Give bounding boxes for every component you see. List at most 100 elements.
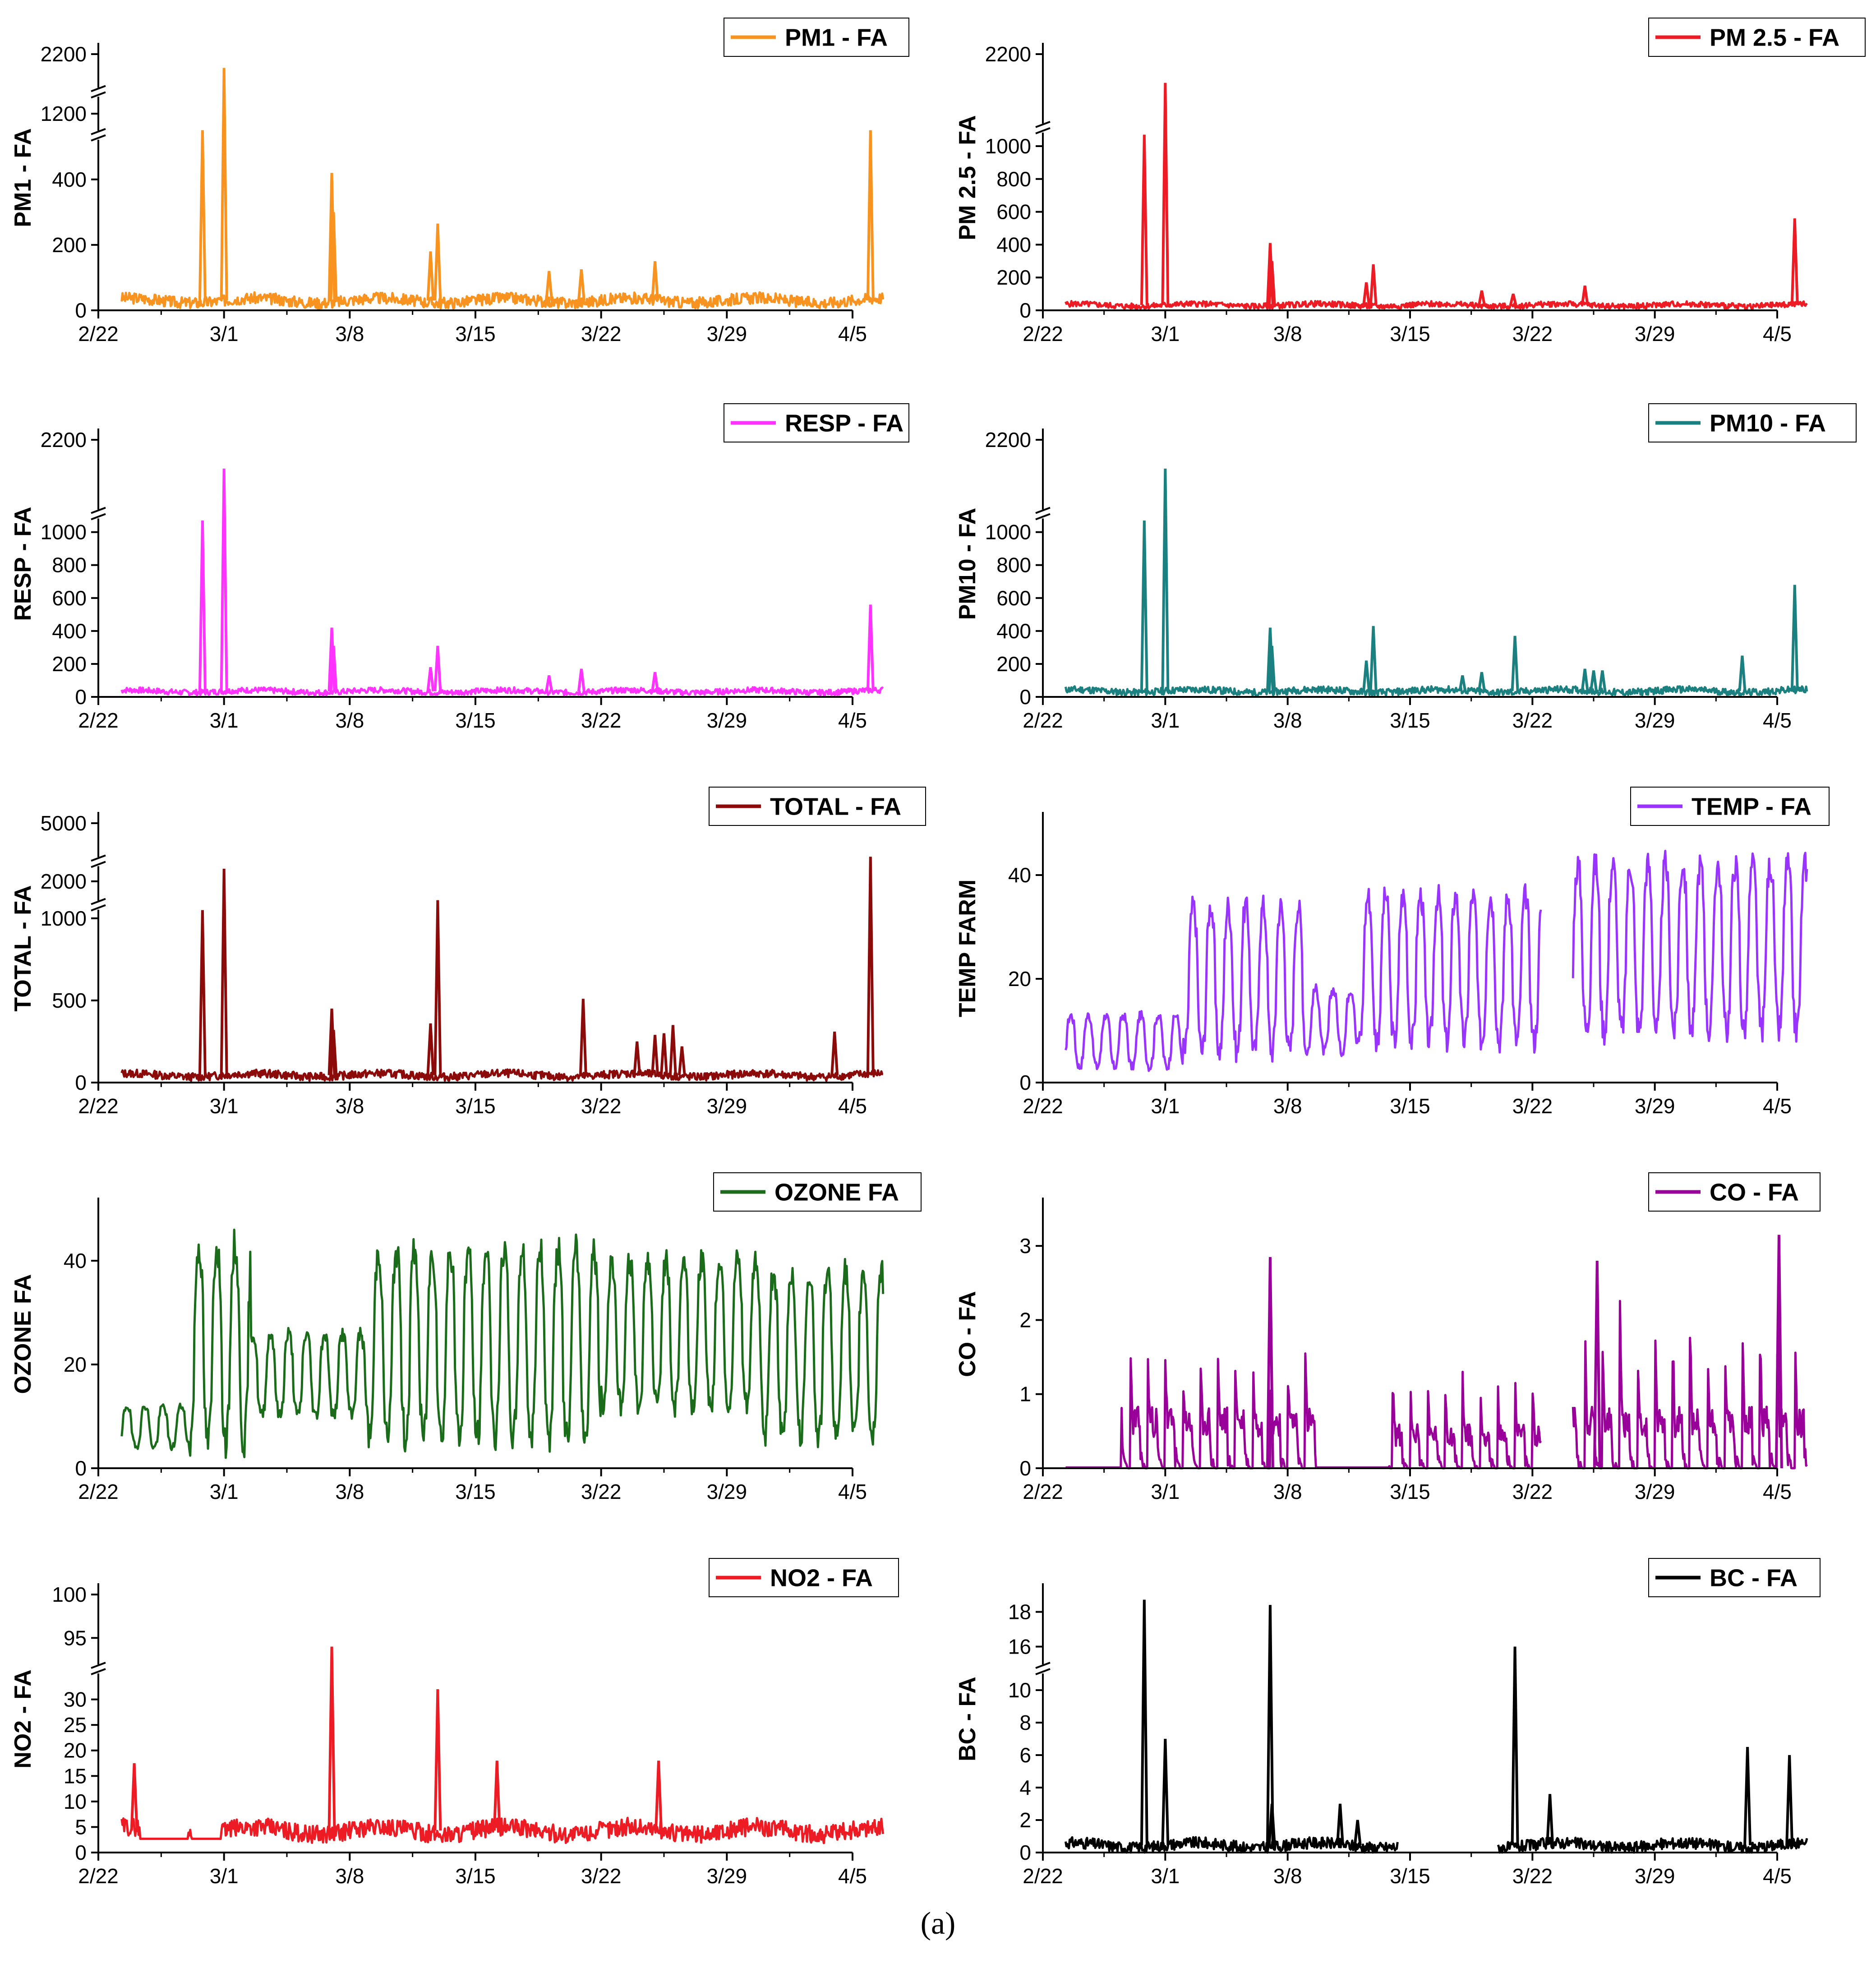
y-axis-title-temp: TEMP FARM: [954, 880, 981, 1017]
x-tick-label-no2-2: 3/8: [335, 1864, 364, 1888]
peak-pm25-0: [1140, 134, 1148, 305]
x-tick-label-total-3: 3/15: [455, 1094, 496, 1118]
y-axis-title-pm1: PM1 - FA: [10, 128, 36, 227]
y-tick-label-no2-5: 25: [64, 1713, 87, 1737]
peak-bc-0: [1140, 1599, 1148, 1845]
legend-label-total: TOTAL - FA: [770, 793, 901, 820]
axis-break-pm25-0a: [1035, 121, 1051, 128]
y-tick-label-resp-2: 400: [52, 619, 87, 643]
y-tick-label-co-3: 3: [1019, 1234, 1031, 1258]
y-axis-title-bc: BC - FA: [954, 1677, 981, 1761]
y-tick-label-no2-6: 30: [64, 1688, 87, 1711]
peak-no2-1: [327, 1646, 336, 1831]
figure-caption: (a): [920, 1906, 956, 1941]
y-tick-label-ozone-1: 20: [64, 1353, 87, 1376]
legend-label-pm1: PM1 - FA: [785, 24, 888, 51]
x-tick-label-ozone-4: 3/22: [581, 1480, 622, 1503]
peak-pm10-4: [1362, 660, 1371, 691]
x-tick-label-total-0: 2/22: [78, 1094, 119, 1118]
x-tick-label-pm25-3: 3/15: [1390, 322, 1430, 346]
y-tick-label-pm25-2: 400: [996, 233, 1031, 256]
chart-co: 2/22 3/1 3/8 3/15 3/22 3/29 4/5 0 1 2 3 CO - FA CO -…: [954, 1172, 1821, 1503]
peak-pm10-12: [1738, 655, 1747, 691]
peak-resp-9: [866, 604, 875, 691]
peak-total-8: [651, 1035, 659, 1075]
x-tick-label-temp-1: 3/1: [1151, 1094, 1180, 1118]
x-tick-label-pm25-5: 3/29: [1635, 322, 1675, 346]
axis-break-total-1a: [91, 854, 106, 862]
y-tick-label-bc-6: 16: [1008, 1635, 1031, 1659]
x-tick-label-pm10-2: 3/8: [1273, 709, 1302, 732]
peak-pm1-2: [327, 173, 336, 301]
x-tick-label-bc-4: 3/22: [1512, 1864, 1553, 1888]
x-tick-label-no2-4: 3/22: [581, 1864, 622, 1888]
peak-resp-4: [426, 667, 435, 691]
x-tick-label-ozone-1: 3/1: [210, 1480, 239, 1503]
y-tick-label-pm25-3: 600: [996, 200, 1031, 224]
x-tick-label-temp-4: 3/22: [1512, 1094, 1553, 1118]
peak-co-1: [1775, 1235, 1783, 1469]
peak-pm1-1: [220, 68, 228, 301]
y-tick-label-total-1: 500: [52, 989, 87, 1012]
x-tick-label-bc-1: 3/1: [1151, 1864, 1180, 1888]
x-tick-label-pm10-3: 3/15: [1390, 709, 1430, 732]
y-tick-label-co-2: 2: [1019, 1308, 1031, 1332]
y-tick-label-pm1-4: 2200: [41, 42, 87, 66]
series-line-pm1: [120, 291, 885, 310]
y-tick-label-resp-1: 200: [52, 652, 87, 676]
peak-pm25-6: [1477, 290, 1486, 305]
y-tick-label-pm25-0: 0: [1019, 299, 1031, 322]
x-tick-label-co-1: 3/1: [1151, 1480, 1180, 1503]
y-tick-label-pm25-5: 1000: [985, 134, 1031, 158]
y-tick-label-bc-0: 0: [1019, 1841, 1031, 1864]
axis-break-total-1b: [91, 861, 106, 868]
peak-pm10-10: [1590, 670, 1598, 691]
y-tick-label-temp-1: 20: [1008, 967, 1031, 991]
peak-pm25-5: [1369, 264, 1378, 305]
x-tick-label-ozone-2: 3/8: [335, 1480, 364, 1503]
peak-resp-1: [220, 468, 228, 691]
x-tick-label-bc-6: 4/5: [1763, 1864, 1792, 1888]
x-tick-label-temp-5: 3/29: [1635, 1094, 1675, 1118]
y-axis-title-no2: NO2 - FA: [10, 1669, 36, 1769]
axis-break-resp-0a: [91, 507, 106, 514]
chart-pm1: 2/22 3/1 3/8 3/15 3/22 3/29 4/5 0 200 400 1200 2200…: [10, 18, 909, 346]
x-tick-label-pm10-5: 3/29: [1635, 709, 1675, 732]
x-tick-label-no2-5: 3/29: [707, 1864, 747, 1888]
peak-pm10-3: [1268, 645, 1276, 691]
x-tick-label-co-4: 3/22: [1512, 1480, 1553, 1503]
x-tick-label-no2-6: 4/5: [838, 1864, 867, 1888]
series-line-pm25: [1065, 300, 1808, 310]
x-tick-label-ozone-6: 4/5: [838, 1480, 867, 1503]
peak-total-4: [426, 1023, 435, 1075]
x-tick-label-resp-1: 3/1: [210, 709, 239, 732]
x-tick-label-pm10-6: 4/5: [1763, 709, 1792, 732]
peak-pm25-2: [1266, 243, 1274, 305]
peak-pm10-6: [1458, 675, 1467, 691]
chart-pm10: 2/22 3/1 3/8 3/15 3/22 3/29 4/5 0 200 400 600 800 10…: [954, 403, 1857, 732]
chart-pm25: 2/22 3/1 3/8 3/15 3/22 3/29 4/5 0 200 400 600 800 10…: [954, 18, 1866, 346]
x-tick-label-pm25-6: 4/5: [1763, 322, 1792, 346]
x-tick-label-pm25-0: 2/22: [1023, 322, 1063, 346]
x-tick-label-pm1-5: 3/29: [707, 322, 747, 346]
chart-total: 2/22 3/1 3/8 3/15 3/22 3/29 4/5 0 500 1000 2000 500…: [10, 787, 926, 1118]
x-tick-label-ozone-0: 2/22: [78, 1480, 119, 1503]
peak-pm25-7: [1509, 293, 1517, 306]
y-tick-label-bc-7: 18: [1008, 1600, 1031, 1624]
x-tick-label-resp-2: 3/8: [335, 709, 364, 732]
series-line-resp: [120, 686, 884, 696]
y-tick-label-pm1-3: 1200: [41, 102, 87, 125]
peak-resp-6: [545, 675, 553, 692]
x-tick-label-temp-0: 2/22: [1023, 1094, 1063, 1118]
x-tick-label-bc-0: 2/22: [1023, 1864, 1063, 1888]
y-tick-label-pm10-5: 1000: [985, 521, 1031, 544]
y-tick-label-no2-3: 15: [64, 1764, 87, 1788]
peak-pm10-5: [1369, 626, 1378, 691]
x-tick-label-co-6: 4/5: [1763, 1480, 1792, 1503]
y-axis-title-pm10: PM10 - FA: [954, 508, 981, 620]
x-tick-label-resp-5: 3/29: [707, 709, 747, 732]
x-tick-label-total-5: 3/29: [707, 1094, 747, 1118]
y-tick-label-pm10-1: 200: [996, 652, 1031, 676]
peak-bc-9: [1785, 1755, 1794, 1845]
y-tick-label-no2-1: 5: [75, 1815, 87, 1839]
